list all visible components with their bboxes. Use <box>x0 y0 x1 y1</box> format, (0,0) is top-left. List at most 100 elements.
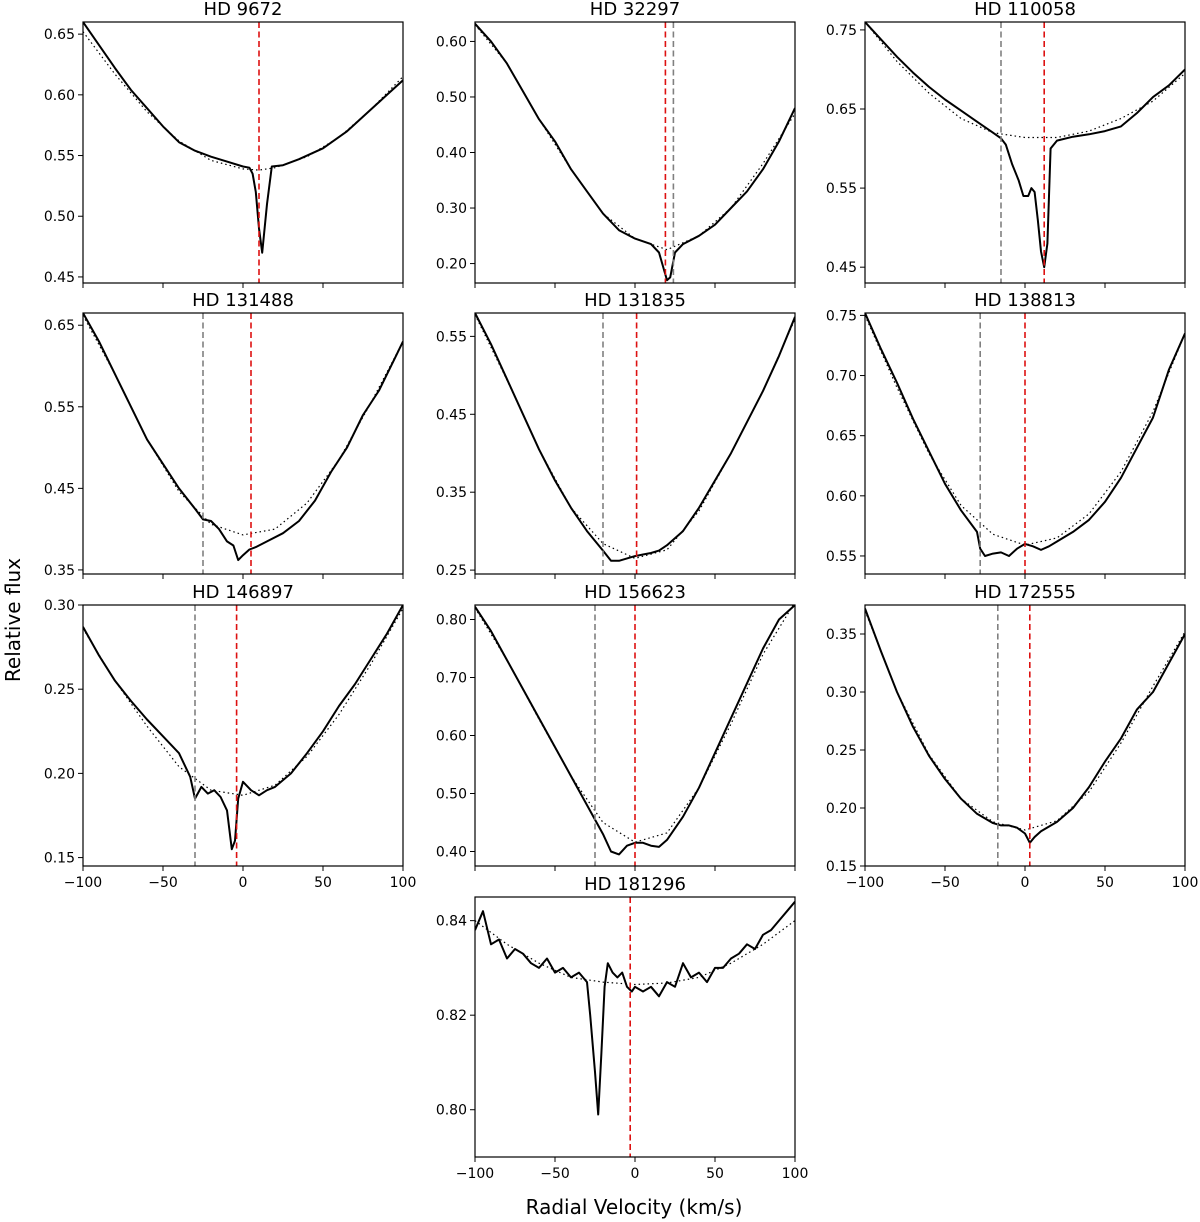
panel-title: HD 138813 <box>974 290 1076 311</box>
spectrum-line <box>83 313 403 562</box>
plot-frame <box>474 312 796 575</box>
spectrum-line <box>865 608 1185 844</box>
panel-title: HD 181296 <box>584 874 686 895</box>
y-tick-label: 0.65 <box>826 429 857 445</box>
spectrum-line <box>475 313 795 562</box>
panel-3: HD 131488 0.35 0.45 0.55 0.65 <box>44 290 404 579</box>
y-tick-label: 0.75 <box>826 308 857 324</box>
y-tick-label: 0.20 <box>44 766 75 782</box>
panel-9: HD 181296 0.80 0.82 0.84 −100 −50 0 50 100 <box>436 874 809 1182</box>
model-fit-line <box>475 314 795 560</box>
panel-7: HD 156623 0.40 0.50 0.60 0.70 0.80 <box>436 582 796 871</box>
x-tick-label: 50 <box>314 875 332 891</box>
panel-4: HD 131835 0.25 0.35 0.45 0.55 <box>436 290 796 579</box>
panel-title: HD 131488 <box>192 290 294 311</box>
panel-title: HD 110058 <box>974 0 1076 20</box>
y-tick-label: 0.80 <box>436 1103 467 1119</box>
y-tick-label: 0.20 <box>436 257 467 273</box>
y-tick-label: 0.45 <box>44 481 75 497</box>
y-tick-label: 0.30 <box>44 598 75 614</box>
y-tick-label: 0.55 <box>44 149 75 165</box>
y-tick-label: 0.40 <box>436 845 467 861</box>
panel-title: HD 172555 <box>974 582 1076 603</box>
y-tick-label: 0.82 <box>436 1008 467 1024</box>
y-tick-label: 0.65 <box>44 27 75 43</box>
model-fit-line <box>475 24 795 251</box>
panel-title: HD 32297 <box>590 0 680 20</box>
model-fit-line <box>475 605 794 843</box>
y-tick-label: 0.50 <box>436 90 467 106</box>
y-tick-label: 0.55 <box>826 181 857 197</box>
y-axis-label: Relative flux <box>1 558 25 682</box>
y-tick-label: 0.30 <box>436 201 467 217</box>
y-tick-label: 0.40 <box>436 146 467 162</box>
panel-8: HD 172555 0.15 0.20 0.25 0.30 0.35 −100 −50 0 50 1… <box>826 582 1199 891</box>
panel-title: HD 156623 <box>584 582 686 603</box>
y-tick-label: 0.70 <box>436 671 467 687</box>
y-tick-label: 0.25 <box>826 743 857 759</box>
panel-5: HD 138813 0.55 0.60 0.65 0.70 0.75 <box>826 290 1186 579</box>
y-tick-label: 0.84 <box>436 914 467 930</box>
panel-6: HD 146897 0.15 0.20 0.25 0.30 −100 −50 0 50 100 <box>44 582 417 891</box>
model-fit-line <box>865 22 1185 139</box>
x-tick-label: 50 <box>1096 875 1114 891</box>
panel-0: HD 9672 0.45 0.50 0.55 0.60 0.65 <box>44 0 404 288</box>
y-tick-label: 0.25 <box>436 563 467 579</box>
y-tick-label: 0.80 <box>436 613 467 629</box>
x-tick-label: −100 <box>64 875 102 891</box>
y-tick-label: 0.15 <box>826 859 857 875</box>
panel-title: HD 9672 <box>204 0 283 20</box>
y-tick-label: 0.60 <box>436 729 467 745</box>
y-tick-label: 0.15 <box>44 851 75 867</box>
y-tick-label: 0.70 <box>826 369 857 385</box>
y-tick-label: 0.45 <box>436 407 467 423</box>
x-tick-label: 100 <box>1172 875 1199 891</box>
x-tick-label: −50 <box>540 1166 570 1182</box>
y-tick-label: 0.30 <box>826 685 857 701</box>
plot-frame <box>82 21 404 284</box>
x-axis-label: Radial Velocity (km/s) <box>526 1195 743 1219</box>
y-tick-label: 0.35 <box>44 563 75 579</box>
y-tick-label: 0.20 <box>826 801 857 817</box>
x-tick-label: −50 <box>148 875 178 891</box>
spectrum-line <box>865 22 1185 269</box>
y-tick-label: 0.45 <box>826 260 857 276</box>
y-tick-label: 0.25 <box>44 682 75 698</box>
model-fit-line <box>83 31 403 171</box>
x-tick-label: 0 <box>239 875 248 891</box>
model-fit-line <box>475 920 795 986</box>
spectrum-line <box>83 605 403 851</box>
y-tick-label: 0.60 <box>44 88 75 104</box>
model-fit-line <box>865 610 1185 831</box>
y-tick-label: 0.55 <box>44 400 75 416</box>
x-tick-label: 0 <box>1021 875 1030 891</box>
panel-1: HD 32297 0.20 0.30 0.40 0.50 0.60 <box>436 0 796 288</box>
plot-frame <box>864 21 1186 284</box>
y-tick-label: 0.50 <box>44 209 75 225</box>
spectrum-line <box>83 22 403 254</box>
x-tick-label: 100 <box>390 875 417 891</box>
y-tick-label: 0.35 <box>436 485 467 501</box>
panel-2: HD 110058 0.45 0.55 0.65 0.75 <box>826 0 1186 288</box>
y-tick-label: 0.60 <box>436 34 467 50</box>
y-tick-label: 0.35 <box>826 627 857 643</box>
spectrum-line <box>475 901 795 1116</box>
y-tick-label: 0.45 <box>44 270 75 286</box>
panel-title: HD 146897 <box>192 582 294 603</box>
x-tick-label: 50 <box>706 1166 724 1182</box>
y-tick-label: 0.65 <box>44 318 75 334</box>
plot-frame <box>82 604 404 867</box>
y-tick-label: 0.55 <box>436 329 467 345</box>
x-tick-label: 100 <box>782 1166 809 1182</box>
x-tick-label: 0 <box>631 1166 640 1182</box>
y-tick-label: 0.60 <box>826 489 857 505</box>
y-tick-label: 0.75 <box>826 23 857 39</box>
x-tick-label: −50 <box>930 875 960 891</box>
spectrum-line <box>475 23 795 282</box>
plot-frame <box>474 21 796 284</box>
y-tick-label: 0.55 <box>826 549 857 565</box>
y-tick-label: 0.50 <box>436 787 467 803</box>
x-tick-label: −100 <box>846 875 884 891</box>
spectrum-line <box>865 313 1185 557</box>
